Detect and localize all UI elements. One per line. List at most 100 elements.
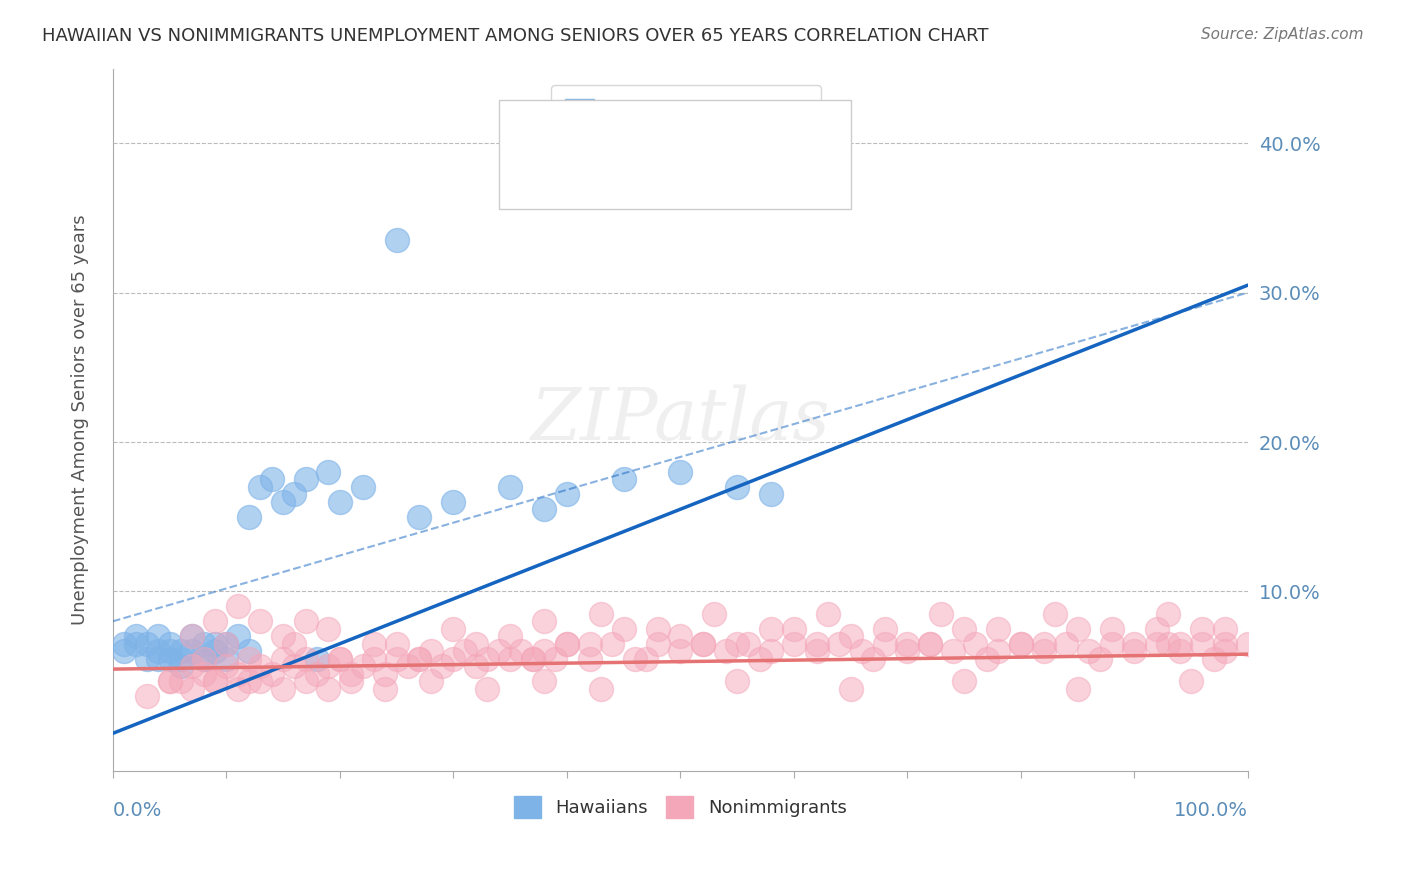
Point [159, 644, 181, 658]
Point [965, 637, 987, 651]
Point [851, 644, 873, 658]
Text: 0.0%: 0.0% [112, 801, 162, 820]
Point [294, 674, 316, 689]
Point [340, 666, 363, 681]
Point [839, 629, 862, 643]
Point [624, 651, 647, 665]
Point [441, 622, 464, 636]
Point [759, 644, 782, 658]
Point [294, 615, 316, 629]
Point [1054, 637, 1077, 651]
Point [148, 651, 170, 665]
Point [533, 644, 555, 658]
Point [204, 637, 226, 651]
Point [533, 674, 555, 689]
Point [181, 644, 204, 658]
Point [465, 659, 488, 673]
Point [283, 659, 305, 673]
Point [1213, 637, 1236, 651]
Point [307, 651, 329, 665]
Point [918, 637, 941, 651]
Point [204, 674, 226, 689]
Point [419, 644, 441, 658]
Point [318, 681, 340, 696]
Point [499, 480, 522, 494]
Point [1123, 644, 1146, 658]
Point [271, 681, 294, 696]
Point [613, 622, 636, 636]
Point [1191, 637, 1213, 651]
Point [1213, 622, 1236, 636]
Point [1101, 622, 1123, 636]
Point [510, 644, 533, 658]
Point [226, 629, 249, 643]
Point [238, 674, 260, 689]
Point [135, 637, 157, 651]
Point [533, 615, 555, 629]
Point [408, 509, 430, 524]
Point [1043, 607, 1066, 621]
Point [454, 644, 477, 658]
Text: ZIPatlas: ZIPatlas [530, 384, 830, 455]
Point [1010, 637, 1032, 651]
Point [318, 622, 340, 636]
Point [1157, 637, 1180, 651]
Point [238, 651, 260, 665]
Point [318, 659, 340, 673]
Point [260, 666, 283, 681]
Point [148, 644, 170, 658]
Point [215, 637, 238, 651]
Point [329, 651, 352, 665]
Point [352, 480, 374, 494]
Point [477, 651, 499, 665]
Point [159, 674, 181, 689]
Point [226, 681, 249, 696]
Point [522, 651, 544, 665]
Point [352, 659, 374, 673]
Point [283, 637, 305, 651]
Point [441, 651, 464, 665]
Point [477, 681, 499, 696]
Point [636, 651, 658, 665]
Point [294, 651, 316, 665]
Point [953, 622, 976, 636]
Point [987, 622, 1010, 636]
Point [408, 651, 430, 665]
Point [193, 651, 215, 665]
Point [1090, 651, 1112, 665]
Point [1077, 644, 1099, 658]
Point [271, 629, 294, 643]
Point [522, 651, 544, 665]
Point [215, 659, 238, 673]
Point [1101, 637, 1123, 651]
Point [465, 637, 488, 651]
Point [193, 637, 215, 651]
Point [363, 651, 385, 665]
Point [873, 622, 896, 636]
Point [249, 674, 271, 689]
Point [271, 651, 294, 665]
Point [1032, 637, 1054, 651]
Point [589, 607, 612, 621]
Text: HAWAIIAN VS NONIMMIGRANTS UNEMPLOYMENT AMONG SENIORS OVER 65 YEARS CORRELATION C: HAWAIIAN VS NONIMMIGRANTS UNEMPLOYMENT A… [42, 27, 988, 45]
Point [419, 674, 441, 689]
Point [942, 644, 965, 658]
Point [238, 509, 260, 524]
Point [112, 637, 135, 651]
Text: Source: ZipAtlas.com: Source: ZipAtlas.com [1201, 27, 1364, 42]
Point [578, 651, 600, 665]
Point [555, 487, 578, 501]
Point [329, 495, 352, 509]
Point [112, 644, 135, 658]
Point [226, 599, 249, 614]
Point [783, 622, 806, 636]
Point [1180, 674, 1202, 689]
Point [374, 681, 396, 696]
Point [499, 629, 522, 643]
Point [613, 472, 636, 486]
Point [193, 651, 215, 665]
Point [488, 644, 510, 658]
Point [862, 651, 884, 665]
Point [896, 637, 918, 651]
Point [578, 637, 600, 651]
